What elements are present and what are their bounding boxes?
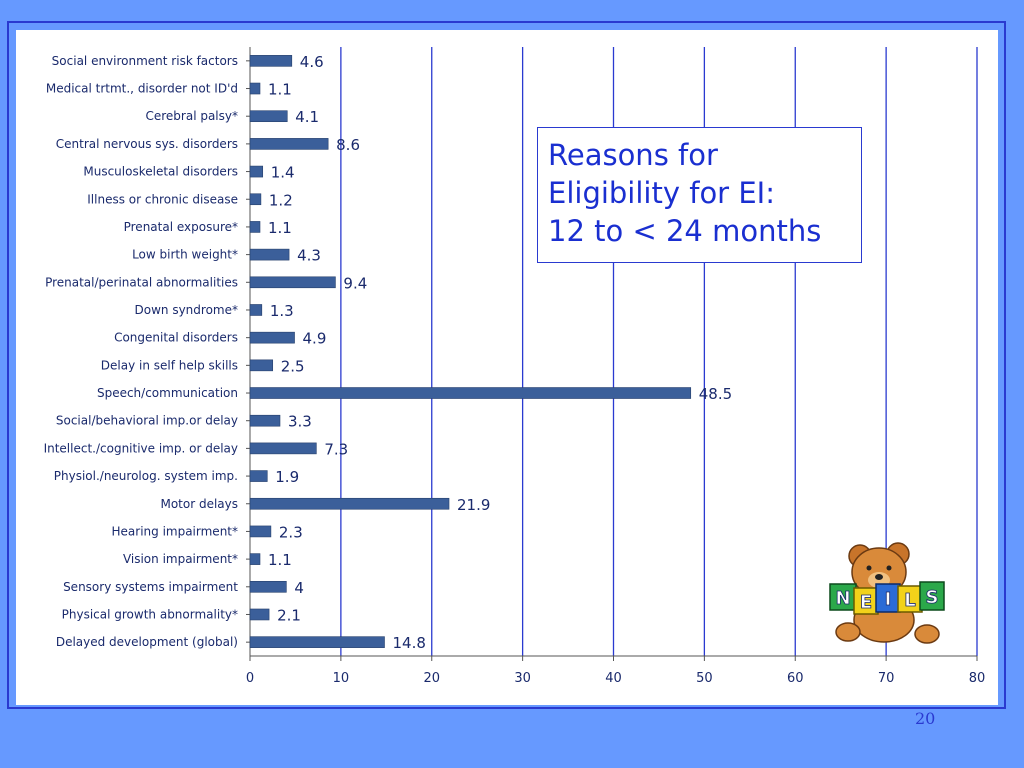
category-label-cat-5: Illness or chronic disease bbox=[87, 192, 238, 206]
x-tick-label-20: 20 bbox=[423, 671, 440, 686]
bar-cat-21 bbox=[249, 636, 385, 648]
bar-cat-13 bbox=[249, 414, 281, 427]
bar-cat-7 bbox=[249, 248, 290, 261]
value-label-cat-17: 2.3 bbox=[279, 523, 303, 541]
value-label-cat-8: 9.4 bbox=[343, 274, 367, 292]
category-label-cat-0: Social environment risk factors bbox=[52, 54, 238, 68]
logo-letter-i: I bbox=[885, 589, 892, 610]
value-label-cat-10: 4.9 bbox=[303, 330, 327, 348]
value-label-cat-0: 4.6 bbox=[300, 53, 324, 71]
value-label-cat-12: 48.5 bbox=[699, 385, 732, 403]
bar-cat-18 bbox=[249, 553, 261, 565]
value-label-cat-15: 1.9 bbox=[275, 468, 299, 486]
category-label-cat-3: Central nervous sys. disorders bbox=[56, 137, 238, 151]
category-label-cat-6: Prenatal exposure* bbox=[124, 220, 238, 234]
bar-cat-5 bbox=[249, 193, 262, 206]
title-line-2: Eligibility for EI: bbox=[548, 176, 775, 210]
bar-cat-17 bbox=[249, 525, 272, 538]
category-label-cat-13: Social/behavioral imp.or delay bbox=[56, 414, 238, 428]
category-label-cat-8: Prenatal/perinatal abnormalities bbox=[45, 275, 238, 289]
neils-teddy-bear-logo: N E I L S bbox=[822, 540, 952, 650]
bar-cat-16 bbox=[249, 497, 450, 510]
bar-cat-14 bbox=[249, 442, 317, 455]
value-label-cat-4: 1.4 bbox=[271, 164, 295, 182]
logo-letter-e: E bbox=[860, 592, 872, 613]
category-label-cat-12: Speech/communication bbox=[97, 386, 238, 400]
bar-cat-11 bbox=[249, 359, 274, 372]
category-label-cat-16: Motor delays bbox=[160, 497, 238, 511]
value-label-cat-14: 7.3 bbox=[324, 440, 348, 458]
title-line-3: 12 to < 24 months bbox=[548, 214, 822, 248]
value-label-cat-5: 1.2 bbox=[269, 191, 293, 209]
bar-cat-0 bbox=[249, 55, 293, 67]
category-label-cat-14: Intellect./cognitive imp. or delay bbox=[44, 441, 238, 455]
logo-letter-l: L bbox=[904, 590, 915, 611]
category-label-cat-9: Down syndrome* bbox=[135, 303, 238, 317]
category-label-cat-21: Delayed development (global) bbox=[56, 635, 238, 649]
value-label-cat-7: 4.3 bbox=[297, 247, 321, 265]
bar-cat-15 bbox=[249, 470, 268, 482]
x-tick-label-60: 60 bbox=[787, 671, 804, 686]
teddy-bear-icon: N E I L S bbox=[829, 542, 945, 644]
category-label-cat-18: Vision impairment* bbox=[123, 552, 238, 566]
value-label-cat-21: 14.8 bbox=[392, 634, 425, 652]
x-tick-label-0: 0 bbox=[246, 671, 254, 686]
category-label-cat-19: Sensory systems impairment bbox=[63, 580, 238, 594]
value-label-cat-3: 8.6 bbox=[336, 136, 360, 154]
category-label-cat-4: Musculoskeletal disorders bbox=[83, 165, 238, 179]
bar-chart: 0 10 20 30 40 50 60 70 80 Social environment risk… bbox=[44, 47, 986, 686]
value-label-cat-2: 4.1 bbox=[295, 108, 319, 126]
category-label-cat-11: Delay in self help skills bbox=[101, 358, 238, 372]
bar-cat-4 bbox=[249, 165, 264, 178]
bar-cat-19 bbox=[249, 580, 287, 593]
x-tick-label-50: 50 bbox=[696, 671, 713, 686]
x-tick-label-80: 80 bbox=[969, 671, 986, 686]
x-tick-label-30: 30 bbox=[514, 671, 531, 686]
bar-cat-12 bbox=[249, 387, 692, 399]
x-tick-label-10: 10 bbox=[333, 671, 350, 686]
page-number: 20 bbox=[915, 709, 936, 728]
value-label-cat-19: 4 bbox=[294, 579, 304, 597]
value-label-cat-20: 2.1 bbox=[277, 606, 301, 624]
value-label-cat-16: 21.9 bbox=[457, 496, 490, 514]
slide-title-box: Reasons for Eligibility for EI: 12 to < … bbox=[537, 127, 862, 263]
category-label-cat-1: Medical trtmt., disorder not ID'd bbox=[46, 82, 238, 96]
value-label-cat-18: 1.1 bbox=[268, 551, 292, 569]
bar-cat-6 bbox=[249, 221, 261, 233]
category-label-cat-2: Cerebral palsy* bbox=[145, 109, 238, 123]
bar-cat-8 bbox=[249, 276, 336, 289]
x-tick-label-40: 40 bbox=[605, 671, 622, 686]
bar-cat-1 bbox=[249, 82, 261, 95]
category-label-cat-17: Hearing impairment* bbox=[112, 524, 239, 538]
value-label-cat-1: 1.1 bbox=[268, 81, 292, 99]
category-label-cat-15: Physiol./neurolog. system imp. bbox=[54, 469, 238, 483]
title-line-1: Reasons for bbox=[548, 138, 718, 172]
x-tick-label-70: 70 bbox=[878, 671, 895, 686]
bar-cat-2 bbox=[249, 110, 288, 123]
value-label-cat-6: 1.1 bbox=[268, 219, 292, 237]
bar-cat-20 bbox=[249, 608, 270, 621]
value-label-cat-13: 3.3 bbox=[288, 413, 312, 431]
value-label-cat-9: 1.3 bbox=[270, 302, 294, 320]
bar-cat-9 bbox=[249, 304, 263, 316]
category-label-cat-20: Physical growth abnormality* bbox=[62, 607, 238, 621]
category-label-cat-7: Low birth weight* bbox=[132, 248, 238, 262]
value-label-cat-11: 2.5 bbox=[281, 357, 305, 375]
bar-cat-10 bbox=[249, 331, 295, 344]
logo-letter-n: N bbox=[835, 588, 850, 609]
bar-cat-3 bbox=[249, 138, 329, 150]
logo-letter-s: S bbox=[926, 587, 939, 608]
category-label-cat-10: Congenital disorders bbox=[114, 331, 238, 345]
